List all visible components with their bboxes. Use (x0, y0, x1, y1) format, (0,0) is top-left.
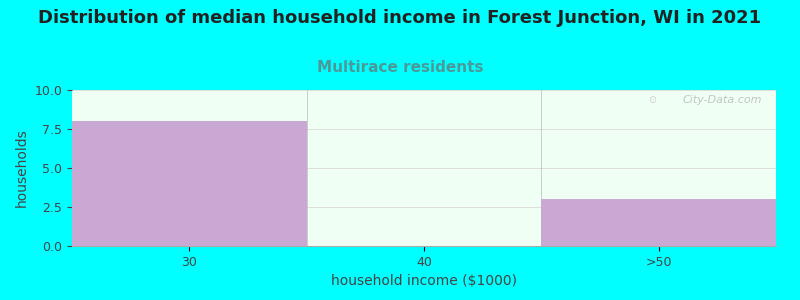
Bar (72, 121, 306, 246)
Text: Distribution of median household income in Forest Junction, WI in 2021: Distribution of median household income … (38, 9, 762, 27)
Text: ⊙: ⊙ (648, 95, 656, 105)
Y-axis label: households: households (15, 129, 29, 207)
Text: City-Data.com: City-Data.com (682, 95, 762, 105)
Text: Multirace residents: Multirace residents (317, 60, 483, 75)
X-axis label: household income ($1000): household income ($1000) (331, 274, 517, 288)
Bar (542, 199, 776, 246)
